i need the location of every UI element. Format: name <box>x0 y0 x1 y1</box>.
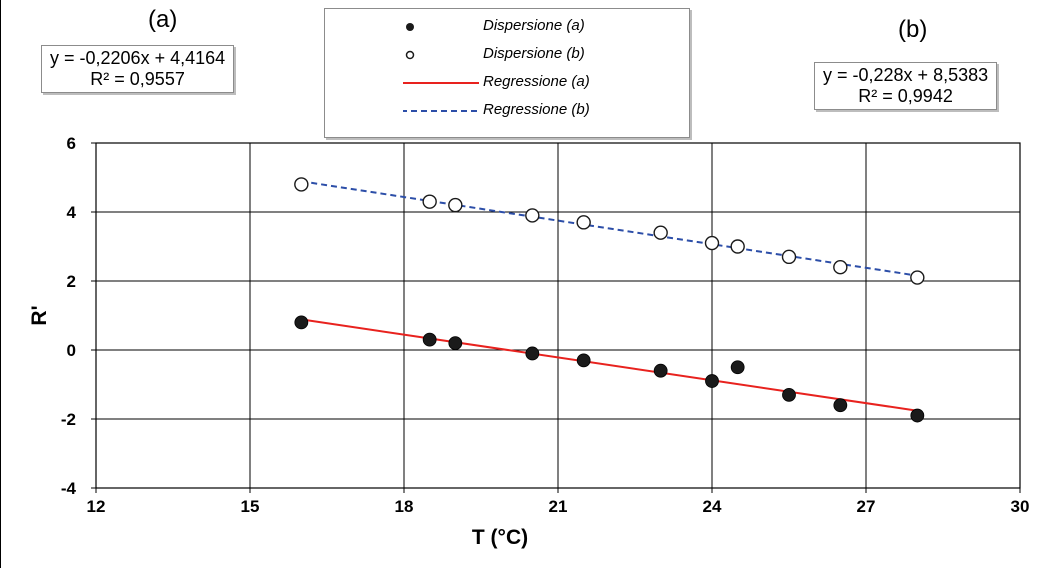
y-tick-label: 2 <box>67 272 76 291</box>
data-point-a <box>423 333 436 346</box>
data-point-b <box>911 271 924 284</box>
data-point-b <box>834 261 847 274</box>
data-point-a <box>834 399 847 412</box>
data-point-b <box>731 240 744 253</box>
legend-item-regression-a: Regressione (a) <box>325 71 689 95</box>
data-point-a <box>577 354 590 367</box>
equation-box-b: y = -0,228x + 8,5383 R² = 0,9942 <box>814 62 997 110</box>
legend-label: Regressione (b) <box>483 101 590 118</box>
dashed-line-icon <box>403 99 483 123</box>
data-point-b <box>577 216 590 229</box>
data-point-b <box>706 237 719 250</box>
equation-box-a: y = -0,2206x + 4,4164 R² = 0,9557 <box>41 45 234 93</box>
x-tick-label: 24 <box>703 497 722 516</box>
data-point-b <box>423 195 436 208</box>
legend-label: Regressione (a) <box>483 73 590 90</box>
regression-line-b <box>301 181 917 275</box>
data-point-a <box>783 388 796 401</box>
data-point-a <box>911 409 924 422</box>
data-point-b <box>295 178 308 191</box>
data-point-a <box>449 337 462 350</box>
r-squared-b: R² = 0,9942 <box>823 86 988 107</box>
panel-label-b: (b) <box>898 16 927 44</box>
legend-label: Dispersione (b) <box>483 45 585 62</box>
plot-border <box>96 143 1020 488</box>
x-axis-label: T (°C) <box>472 526 528 549</box>
data-point-a <box>526 347 539 360</box>
data-point-b <box>526 209 539 222</box>
y-tick-label: -4 <box>61 479 77 498</box>
x-tick-label: 12 <box>87 497 106 516</box>
x-tick-label: 30 <box>1011 497 1030 516</box>
left-border-line <box>0 0 1 568</box>
y-tick-label: 4 <box>67 203 77 222</box>
equation-a: y = -0,2206x + 4,4164 <box>50 48 225 69</box>
filled-circle-icon <box>403 15 483 39</box>
legend-item-scatter-b: Dispersione (b) <box>325 43 689 67</box>
equation-b: y = -0,228x + 8,5383 <box>823 65 988 86</box>
panel-label-a: (a) <box>148 6 177 34</box>
data-point-b <box>654 226 667 239</box>
y-tick-label: 0 <box>67 341 76 360</box>
data-point-b <box>783 250 796 263</box>
regression-line-a <box>301 319 917 410</box>
legend-item-scatter-a: Dispersione (a) <box>325 15 689 39</box>
r-squared-a: R² = 0,9557 <box>50 69 225 90</box>
data-point-a <box>654 364 667 377</box>
x-tick-label: 27 <box>857 497 876 516</box>
legend-label: Dispersione (a) <box>483 17 585 34</box>
x-tick-label: 21 <box>549 497 568 516</box>
x-tick-label: 15 <box>241 497 260 516</box>
data-point-b <box>449 199 462 212</box>
y-axis-label: R' <box>28 305 51 325</box>
x-tick-label: 18 <box>395 497 414 516</box>
solid-line-icon <box>403 71 483 95</box>
data-point-a <box>295 316 308 329</box>
open-circle-icon <box>403 43 483 67</box>
y-tick-label: 6 <box>67 134 76 153</box>
data-point-a <box>731 361 744 374</box>
y-tick-label: -2 <box>61 410 76 429</box>
legend-item-regression-b: Regressione (b) <box>325 99 689 123</box>
legend: Dispersione (a) Dispersione (b) Regressi… <box>324 8 690 138</box>
data-point-a <box>706 375 719 388</box>
